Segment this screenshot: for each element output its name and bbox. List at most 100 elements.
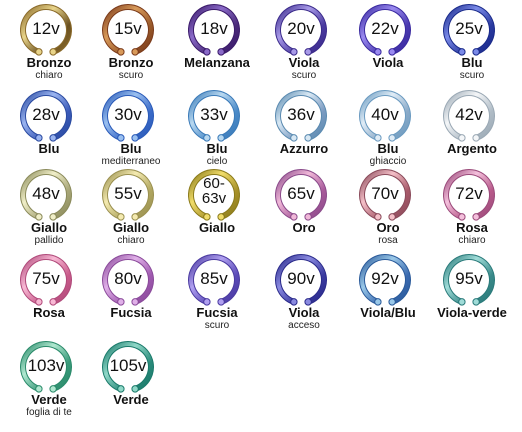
ring-swatch: 60- 63v Giallo: [174, 167, 260, 247]
color-shade: chiaro: [117, 235, 145, 246]
voltage-label: 12v: [32, 19, 60, 38]
voltage-label: 85v: [200, 269, 228, 288]
ring-icon: [102, 90, 154, 142]
color-name: Viola/Blu: [360, 305, 416, 320]
ring-swatch: 80v Fucsia: [88, 252, 174, 332]
color-shade: ghiaccio: [369, 156, 407, 167]
ring-icon: [359, 169, 411, 221]
ring-icon: [20, 90, 72, 142]
color-name: Blu: [461, 55, 483, 70]
ring-icon: [443, 254, 495, 306]
ring-icon: [359, 4, 411, 56]
voltage-label: 22v: [371, 19, 399, 38]
ring-swatch: 30v Blu mediterraneo: [88, 88, 174, 168]
ring-swatch: 85v Fucsia scuro: [174, 252, 260, 332]
voltage-label: 25v: [455, 19, 483, 38]
voltage-label: 95v: [455, 269, 483, 288]
ring-swatch: 72v Rosa chiaro: [429, 167, 515, 247]
ring-swatch: 65v Oro: [261, 167, 347, 247]
ring-icon: [359, 90, 411, 142]
color-name: Blu: [38, 141, 60, 156]
ring-icon: [102, 341, 154, 393]
ring-swatch: 28v Blu: [6, 88, 92, 168]
color-name: Fucsia: [110, 305, 152, 320]
color-name: Blu: [206, 141, 228, 156]
ring-icon: [188, 254, 240, 306]
color-name: Argento: [447, 141, 497, 156]
ring-icon: [275, 4, 327, 56]
voltage-label: 75v: [32, 269, 60, 288]
ring-swatch: 90v Viola acceso: [261, 252, 347, 332]
color-name: Verde: [31, 392, 67, 407]
ring-icon: [188, 90, 240, 142]
color-name: Rosa: [456, 220, 488, 235]
color-name: Giallo: [30, 220, 68, 235]
ring-icon: [443, 90, 495, 142]
voltage-label: 92v: [371, 269, 399, 288]
ring-icon: [359, 254, 411, 306]
ring-swatch: 105v Verde: [88, 339, 174, 419]
ring-swatch: 103v Verde foglia di te: [6, 339, 92, 419]
ring-swatch: 20v Viola scuro: [261, 2, 347, 82]
ring-swatch: 75v Rosa: [6, 252, 92, 332]
voltage-label: 90v: [287, 269, 315, 288]
color-name: Fucsia: [196, 305, 238, 320]
ring-swatch: 18v Melanzana: [174, 2, 260, 82]
ring-swatch: 40v Blu ghiaccio: [345, 88, 431, 168]
color-name: Rosa: [33, 305, 65, 320]
color-shade: scuro: [291, 70, 317, 81]
ring-icon: [275, 169, 327, 221]
color-name: Giallo: [198, 220, 236, 235]
ring-icon: [443, 169, 495, 221]
color-name: Bronzo: [108, 55, 154, 70]
color-name: Viola: [288, 305, 320, 320]
color-name: Viola: [288, 55, 320, 70]
voltage-label: 18v: [200, 19, 228, 38]
ring-swatch: 95v Viola-verde: [429, 252, 515, 332]
voltage-label: 36v: [287, 105, 315, 124]
ring-swatch: 25v Blu scuro: [429, 2, 515, 82]
ring-icon: [20, 4, 72, 56]
color-shade: pallido: [34, 235, 64, 246]
color-name: Blu: [120, 141, 142, 156]
voltage-label: 33v: [200, 105, 228, 124]
ring-icon: [275, 254, 327, 306]
ring-icon: [275, 90, 327, 142]
voltage-label: 28v: [32, 105, 60, 124]
color-name: Bronzo: [26, 55, 72, 70]
voltage-label: 15v: [114, 19, 142, 38]
ring-icon: [20, 254, 72, 306]
voltage-label: 42v: [455, 105, 483, 124]
voltage-label: 103v: [27, 356, 65, 375]
ring-swatch: 55v Giallo chiaro: [88, 167, 174, 247]
ring-swatch: 12v Bronzo chiaro: [6, 2, 92, 82]
ring-icon: [102, 169, 154, 221]
color-shade: chiaro: [458, 235, 486, 246]
ring-icon: [188, 4, 240, 56]
ring-swatch: 22v Viola: [345, 2, 431, 82]
voltage-label: 30v: [114, 105, 142, 124]
ring-icon: [20, 169, 72, 221]
voltage-label: 60- 63v: [201, 175, 227, 207]
voltage-label: 40v: [371, 105, 399, 124]
voltage-label: 65v: [287, 184, 315, 203]
color-name: Viola: [372, 55, 404, 70]
voltage-label: 105v: [109, 356, 147, 375]
color-shade: cielo: [206, 156, 228, 167]
color-name: Verde: [113, 392, 149, 407]
color-shade: foglia di te: [26, 407, 72, 418]
ring-swatch: 70v Oro rosa: [345, 167, 431, 247]
color-name: Viola-verde: [437, 305, 507, 320]
ring-icon: [443, 4, 495, 56]
color-name: Azzurro: [279, 141, 329, 156]
ring-swatch: 15v Bronzo scuro: [88, 2, 174, 82]
voltage-label: 20v: [287, 19, 315, 38]
ring-swatch: 36v Azzurro: [261, 88, 347, 168]
color-shade: scuro: [459, 70, 485, 81]
ring-swatch: 92v Viola/Blu: [345, 252, 431, 332]
color-shade: acceso: [288, 320, 320, 331]
color-name: Blu: [377, 141, 399, 156]
color-shade: chiaro: [35, 70, 63, 81]
ring-swatch: 33v Blu cielo: [174, 88, 260, 168]
